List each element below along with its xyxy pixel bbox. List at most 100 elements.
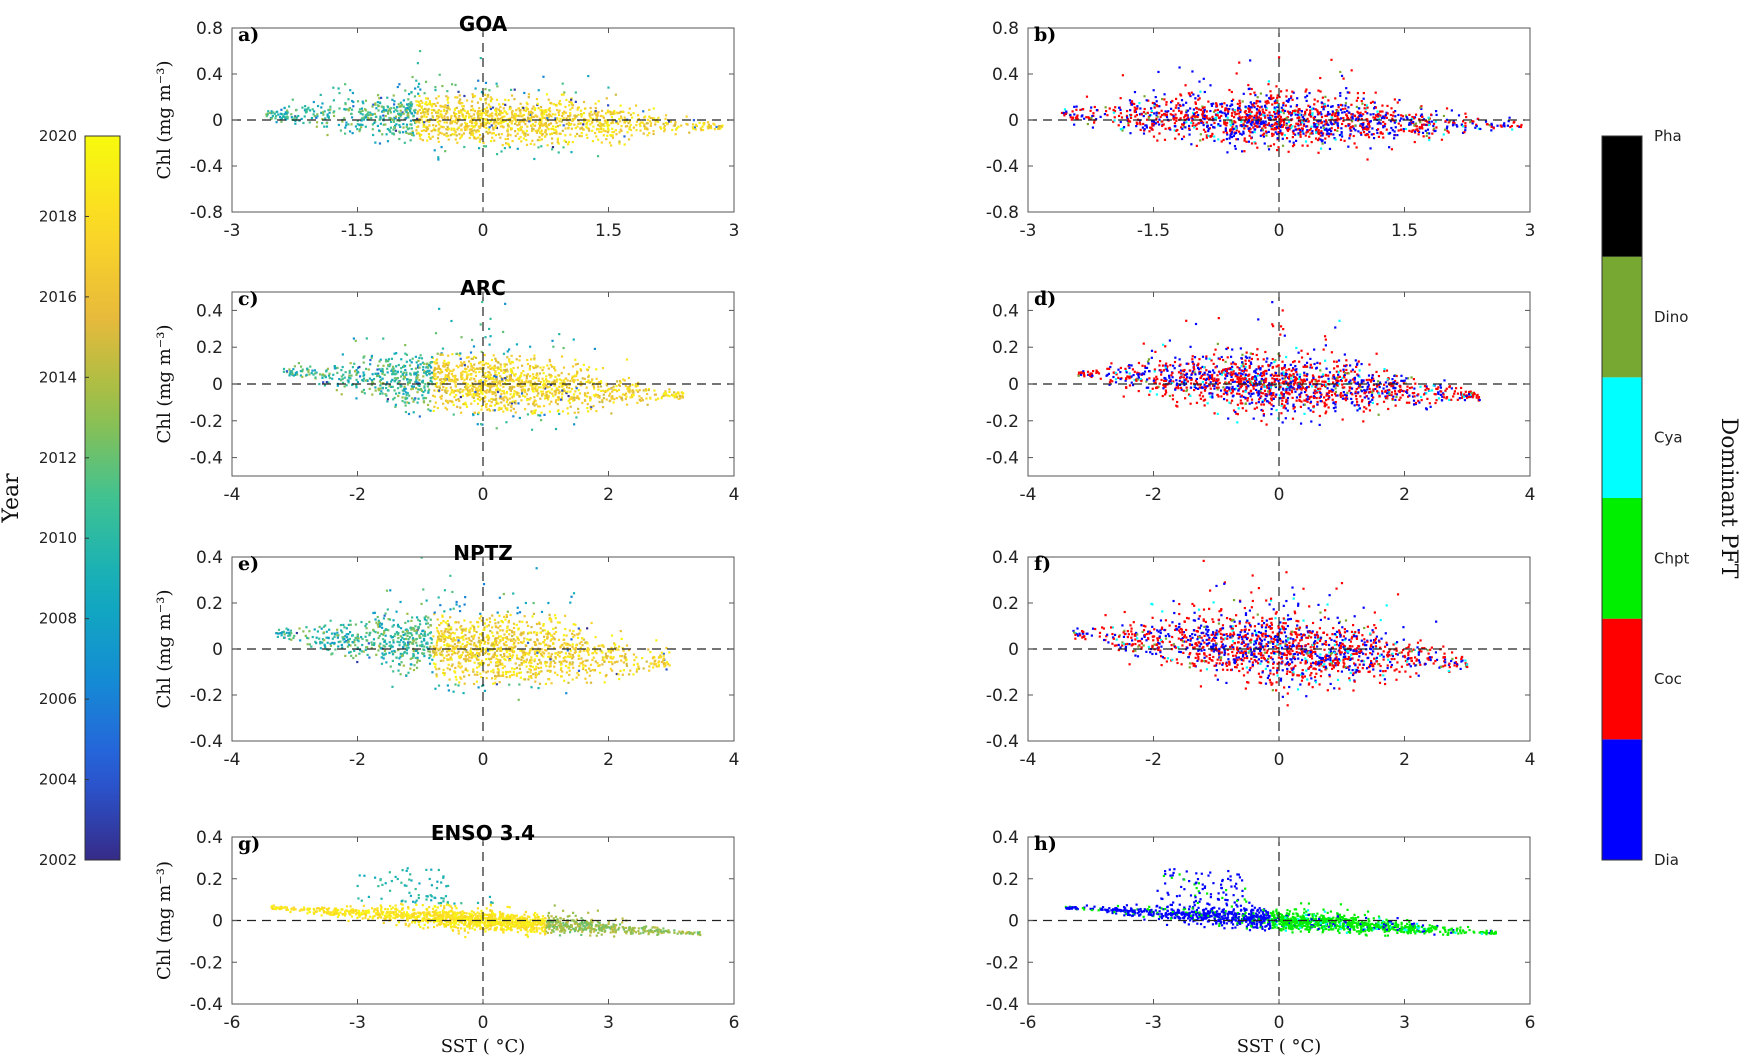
scatter-point bbox=[1136, 105, 1139, 108]
scatter-point bbox=[511, 139, 514, 143]
scatter-point bbox=[560, 398, 563, 401]
scatter-point bbox=[1236, 107, 1240, 110]
scatter-point bbox=[1261, 127, 1264, 130]
scatter-point bbox=[1276, 105, 1279, 109]
scatter-point bbox=[434, 86, 437, 89]
x-tick-label: 1.5 bbox=[1391, 221, 1418, 241]
scatter-point bbox=[365, 337, 368, 340]
scatter-point bbox=[565, 117, 568, 120]
scatter-point bbox=[484, 93, 487, 97]
scatter-point bbox=[441, 388, 444, 391]
scatter-point bbox=[627, 390, 630, 393]
scatter-point bbox=[477, 136, 480, 139]
scatter-point bbox=[274, 117, 277, 120]
scatter-point bbox=[371, 123, 374, 126]
scatter-point bbox=[1300, 110, 1303, 113]
scatter-point bbox=[316, 115, 319, 118]
scatter-point bbox=[576, 378, 579, 382]
scatter-point bbox=[462, 107, 465, 111]
scatter-point bbox=[537, 107, 540, 110]
scatter-point bbox=[286, 115, 289, 119]
scatter-point bbox=[459, 388, 462, 391]
scatter-point bbox=[414, 87, 417, 90]
scatter-point bbox=[1456, 392, 1460, 395]
scatter-point bbox=[489, 367, 492, 371]
scatter-point bbox=[1173, 129, 1176, 132]
scatter-point bbox=[542, 366, 545, 369]
x-tick-label: 2 bbox=[603, 485, 614, 505]
scatter-point bbox=[438, 385, 441, 388]
scatter-point bbox=[436, 385, 439, 389]
scatter-points-c bbox=[282, 300, 685, 431]
scatter-point bbox=[1447, 121, 1450, 124]
scatter-point bbox=[1316, 138, 1320, 142]
scatter-point bbox=[644, 388, 648, 391]
scatter-point bbox=[625, 395, 628, 398]
scatter-point bbox=[420, 118, 423, 121]
scatter-point bbox=[321, 111, 325, 114]
scatter-point bbox=[568, 386, 571, 390]
scatter-point bbox=[1205, 355, 1208, 358]
scatter-point bbox=[439, 125, 442, 128]
scatter-point bbox=[498, 406, 501, 409]
scatter-point bbox=[1425, 131, 1429, 135]
scatter-point bbox=[1338, 118, 1341, 121]
scatter-point bbox=[371, 128, 374, 131]
scatter-point bbox=[490, 377, 493, 381]
scatter-point bbox=[595, 409, 598, 413]
scatter-point bbox=[293, 373, 297, 377]
scatter-point bbox=[420, 129, 424, 133]
scatter-point bbox=[437, 140, 440, 143]
scatter-point bbox=[1223, 121, 1226, 124]
scatter-point bbox=[598, 130, 601, 134]
scatter-point bbox=[1490, 125, 1493, 128]
scatter-point bbox=[412, 134, 415, 137]
scatter-point bbox=[343, 108, 346, 111]
scatter-point bbox=[306, 108, 309, 111]
scatter-point bbox=[354, 339, 357, 342]
scatter-point bbox=[454, 131, 457, 134]
scatter-point bbox=[1228, 142, 1232, 145]
scatter-point bbox=[574, 363, 578, 366]
scatter-point bbox=[472, 392, 476, 395]
scatter-point bbox=[519, 374, 522, 378]
scatter-point bbox=[1165, 391, 1168, 394]
scatter-point bbox=[638, 395, 641, 398]
scatter-point bbox=[473, 399, 476, 403]
scatter-point bbox=[343, 117, 346, 120]
scatter-point bbox=[273, 112, 276, 115]
scatter-point bbox=[1322, 108, 1325, 111]
scatter-point bbox=[524, 123, 527, 126]
scatter-point bbox=[484, 403, 488, 406]
scatter-point bbox=[617, 383, 621, 386]
scatter-point bbox=[364, 115, 367, 119]
scatter-point bbox=[411, 397, 414, 400]
scatter-point bbox=[478, 389, 481, 392]
scatter-point bbox=[520, 128, 523, 132]
scatter-point bbox=[1192, 108, 1196, 111]
scatter-point bbox=[400, 370, 403, 373]
scatter-point bbox=[1421, 127, 1424, 130]
scatter-point bbox=[283, 106, 286, 109]
scatter-point bbox=[1377, 118, 1380, 121]
y-tick-label: -0.8 bbox=[190, 203, 223, 223]
scatter-point bbox=[1321, 142, 1324, 145]
scatter-point bbox=[461, 370, 464, 373]
scatter-point bbox=[376, 124, 380, 128]
scatter-point bbox=[561, 393, 564, 396]
scatter-point bbox=[402, 126, 405, 129]
scatter-point bbox=[1261, 133, 1264, 137]
scatter-point bbox=[636, 401, 639, 404]
scatter-point bbox=[295, 116, 299, 119]
scatter-point bbox=[324, 117, 327, 120]
scatter-point bbox=[1182, 125, 1185, 128]
scatter-point bbox=[1358, 107, 1361, 110]
scatter-point bbox=[682, 392, 685, 395]
scatter-point bbox=[373, 121, 376, 124]
scatter-point bbox=[1322, 374, 1325, 378]
scatter-point bbox=[470, 357, 473, 360]
scatter-point bbox=[392, 367, 395, 370]
scatter-point bbox=[1161, 124, 1164, 128]
scatter-point bbox=[1277, 127, 1280, 130]
scatter-point bbox=[1250, 106, 1253, 109]
